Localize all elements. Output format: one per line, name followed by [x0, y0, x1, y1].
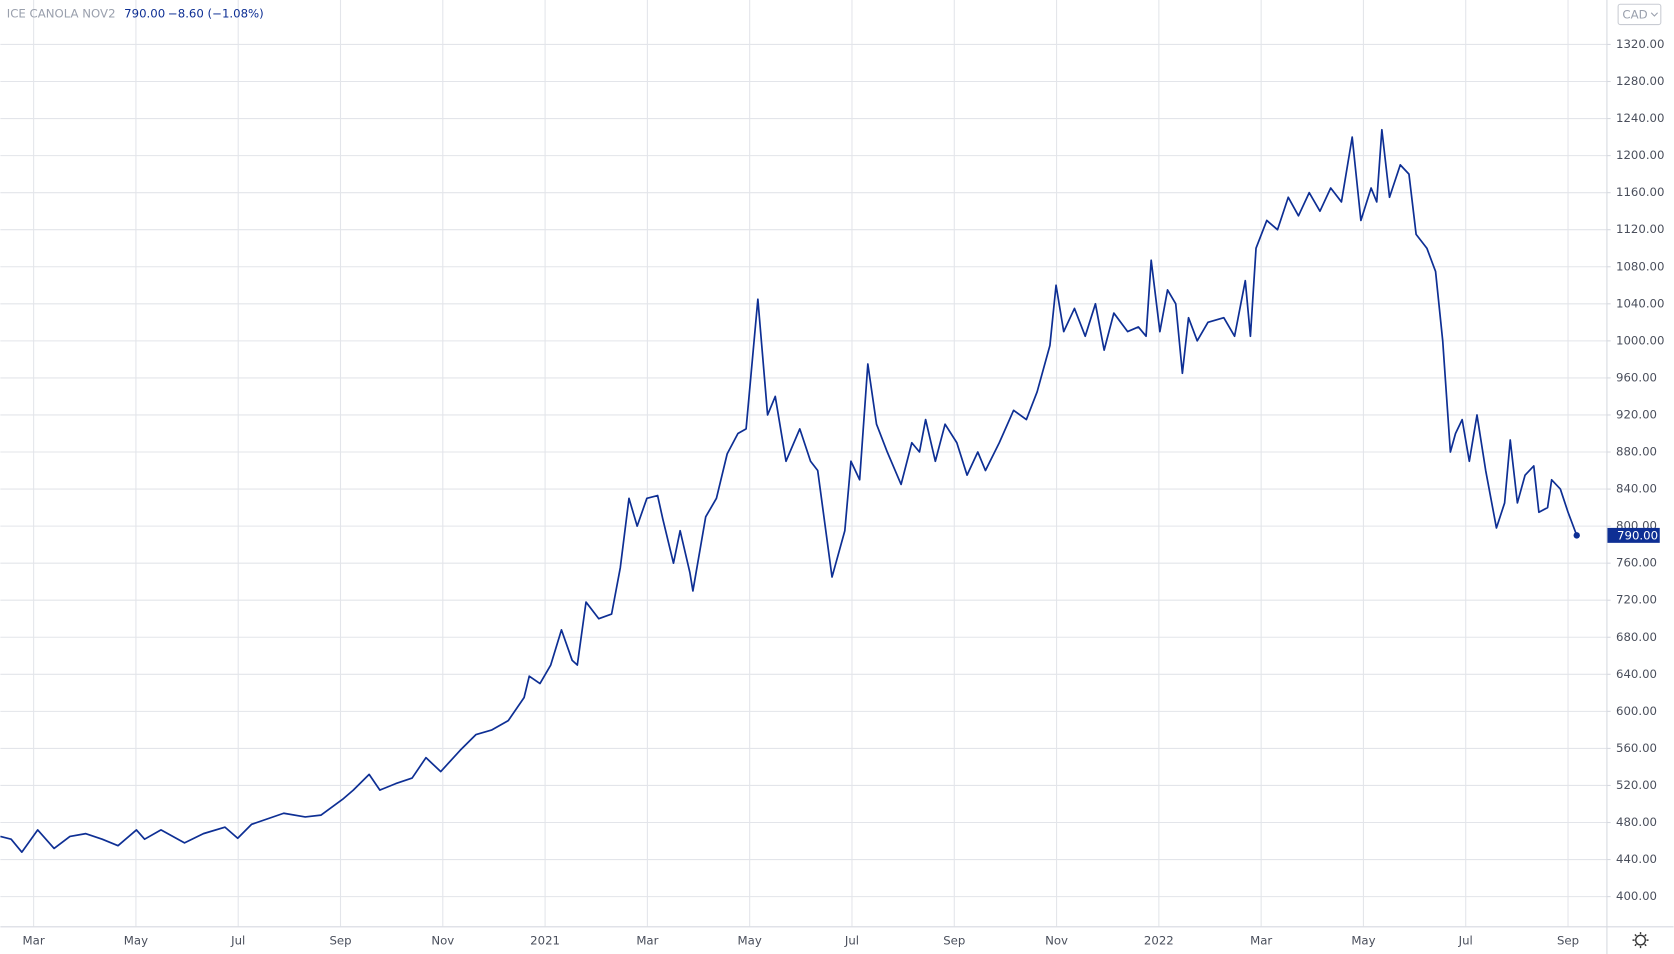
y-tick-label: 1000.00 — [1616, 333, 1664, 347]
y-tick-label: 520.00 — [1616, 778, 1657, 792]
x-tick-label: Jul — [1458, 934, 1473, 948]
last-price: 790.00 — [124, 6, 165, 20]
x-tick-label: Nov — [431, 934, 454, 948]
currency-label[interactable]: CAD — [1622, 7, 1647, 21]
y-tick-label: 880.00 — [1616, 445, 1657, 459]
x-tick-label: Mar — [1250, 934, 1272, 948]
x-tick-label: May — [738, 934, 762, 948]
y-tick-label: 440.00 — [1616, 852, 1657, 866]
x-tick-label: Sep — [943, 934, 965, 948]
x-tick-label: Jul — [230, 934, 245, 948]
x-tick-label: Mar — [636, 934, 658, 948]
y-tick-label: 680.00 — [1616, 630, 1657, 644]
y-tick-label: 480.00 — [1616, 815, 1657, 829]
x-tick-label: Sep — [1557, 934, 1579, 948]
y-tick-label: 840.00 — [1616, 482, 1657, 496]
y-tick-label: 1280.00 — [1616, 74, 1664, 88]
change: −8.60 (−1.08%) — [168, 6, 264, 20]
y-tick-label: 560.00 — [1616, 741, 1657, 755]
x-tick-label: May — [124, 934, 148, 948]
symbol: ICE CANOLA NOV2 — [7, 6, 116, 20]
currency-button[interactable] — [1617, 3, 1662, 26]
y-tick-label: 1160.00 — [1616, 185, 1664, 199]
x-tick-label: 2022 — [1144, 934, 1174, 948]
y-tick-label: 640.00 — [1616, 667, 1657, 681]
price-line — [0, 128, 1578, 854]
x-tick-label: 2021 — [530, 934, 560, 948]
x-tick-label: May — [1351, 934, 1375, 948]
x-tick-label: Sep — [329, 934, 351, 948]
x-tick-label: Jul — [844, 934, 859, 948]
settings-icon[interactable] — [1632, 932, 1649, 949]
x-tick-label: Mar — [23, 934, 45, 948]
y-tick-label: 1320.00 — [1616, 37, 1664, 51]
last-price-marker-label: 790.00 — [1617, 528, 1658, 542]
currency-caret — [1650, 12, 1658, 17]
y-tick-label: 1120.00 — [1616, 222, 1664, 236]
y-tick-label: 920.00 — [1616, 407, 1657, 421]
y-tick-label: 1080.00 — [1616, 259, 1664, 273]
y-tick-label: 960.00 — [1616, 370, 1657, 384]
y-tick-label: 400.00 — [1616, 889, 1657, 903]
y-tick-label: 600.00 — [1616, 704, 1657, 718]
y-tick-label: 1040.00 — [1616, 296, 1664, 310]
x-tick-label: Nov — [1045, 934, 1068, 948]
last-point — [1573, 532, 1580, 539]
last-price-marker — [1607, 527, 1660, 543]
y-tick-label: 1200.00 — [1616, 148, 1664, 162]
y-tick-label: 1240.00 — [1616, 111, 1664, 125]
y-tick-label: 720.00 — [1616, 593, 1657, 607]
y-tick-label: 760.00 — [1616, 556, 1657, 570]
